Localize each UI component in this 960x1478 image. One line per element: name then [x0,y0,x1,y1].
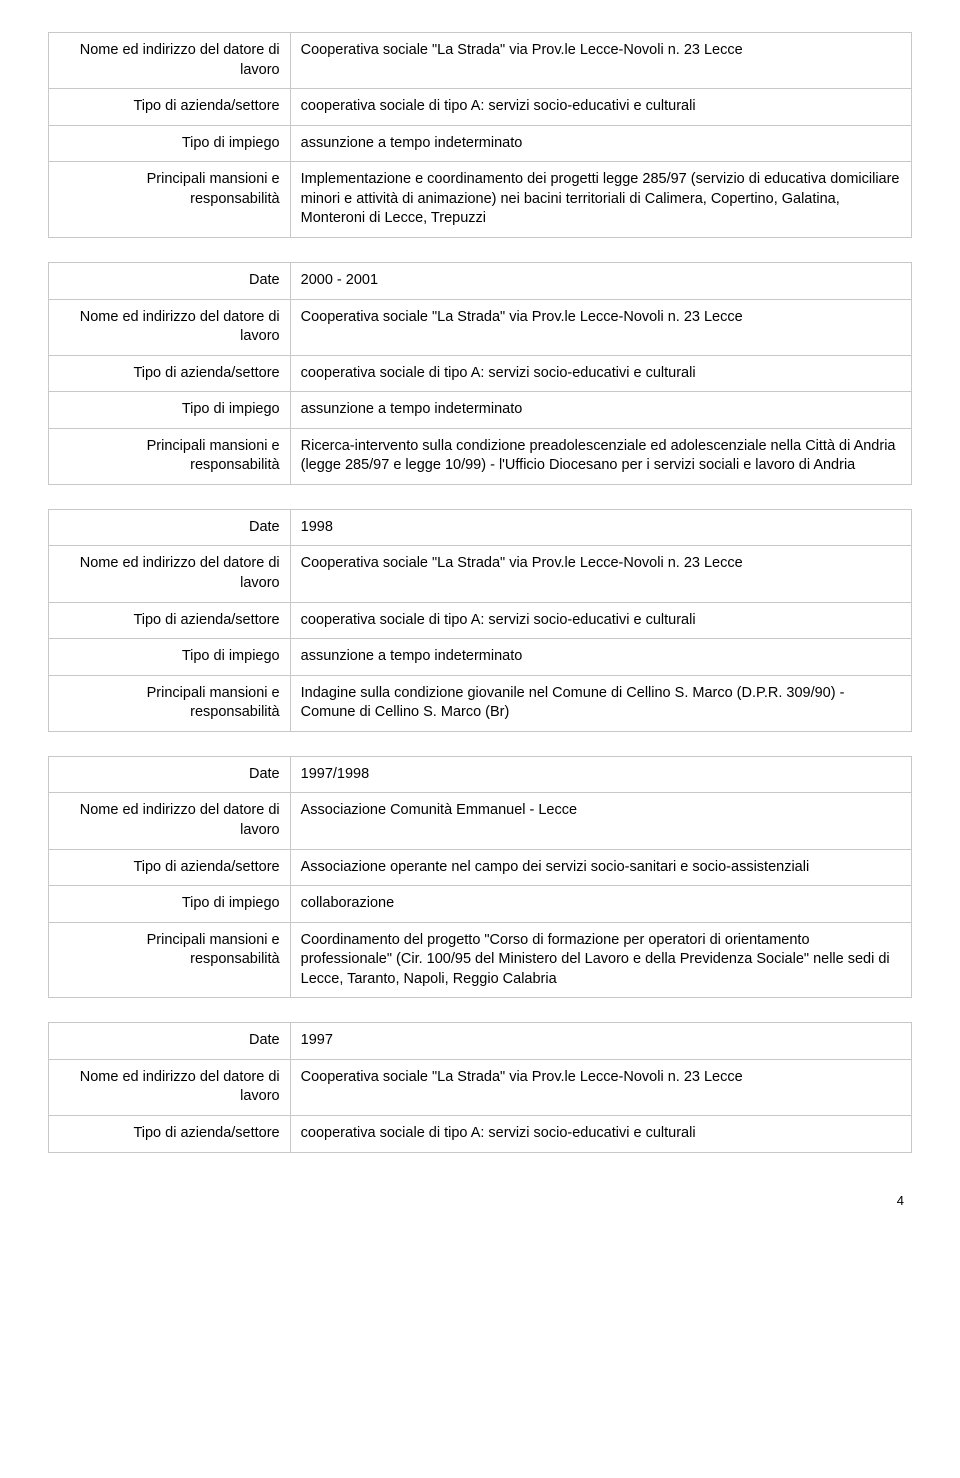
cv-block: Date 1998 Nome ed indirizzo del datore d… [48,509,912,732]
value-date: 1997 [290,1023,911,1060]
page-number: 4 [48,1193,912,1208]
label-employer: Nome ed indirizzo del datore di lavoro [49,33,291,89]
row-date: Date 1998 [49,509,912,546]
row-sector: Tipo di azienda/settore cooperativa soci… [49,602,912,639]
label-date: Date [49,756,291,793]
label-date: Date [49,509,291,546]
value-duties: Ricerca-intervento sulla condizione prea… [290,428,911,484]
row-sector: Tipo di azienda/settore cooperativa soci… [49,355,912,392]
value-employment: assunzione a tempo indeterminato [290,392,911,429]
row-employment: Tipo di impiego assunzione a tempo indet… [49,639,912,676]
value-duties: Coordinamento del progetto "Corso di for… [290,922,911,998]
label-duties: Principali mansioni e responsabilità [49,675,291,731]
row-employer: Nome ed indirizzo del datore di lavoro A… [49,793,912,849]
cv-block: Nome ed indirizzo del datore di lavoro C… [48,32,912,238]
row-employer: Nome ed indirizzo del datore di lavoro C… [49,33,912,89]
value-sector: cooperativa sociale di tipo A: servizi s… [290,1116,911,1153]
label-duties: Principali mansioni e responsabilità [49,162,291,238]
value-employer: Associazione Comunità Emmanuel - Lecce [290,793,911,849]
label-employer: Nome ed indirizzo del datore di lavoro [49,299,291,355]
label-duties: Principali mansioni e responsabilità [49,922,291,998]
row-employer: Nome ed indirizzo del datore di lavoro C… [49,546,912,602]
row-employer: Nome ed indirizzo del datore di lavoro C… [49,299,912,355]
row-employment: Tipo di impiego assunzione a tempo indet… [49,392,912,429]
row-employment: Tipo di impiego assunzione a tempo indet… [49,125,912,162]
value-duties: Implementazione e coordinamento dei prog… [290,162,911,238]
label-sector: Tipo di azienda/settore [49,849,291,886]
label-sector: Tipo di azienda/settore [49,1116,291,1153]
row-employer: Nome ed indirizzo del datore di lavoro C… [49,1059,912,1115]
value-employer: Cooperativa sociale "La Strada" via Prov… [290,33,911,89]
value-sector: cooperativa sociale di tipo A: servizi s… [290,89,911,126]
value-date: 2000 - 2001 [290,262,911,299]
label-date: Date [49,1023,291,1060]
cv-block: Date 1997/1998 Nome ed indirizzo del dat… [48,756,912,999]
cv-block: Date 1997 Nome ed indirizzo del datore d… [48,1022,912,1152]
label-date: Date [49,262,291,299]
label-sector: Tipo di azienda/settore [49,602,291,639]
value-employer: Cooperativa sociale "La Strada" via Prov… [290,1059,911,1115]
row-duties: Principali mansioni e responsabilità Imp… [49,162,912,238]
row-date: Date 1997/1998 [49,756,912,793]
value-duties: Indagine sulla condizione giovanile nel … [290,675,911,731]
value-date: 1998 [290,509,911,546]
row-sector: Tipo di azienda/settore cooperativa soci… [49,89,912,126]
row-duties: Principali mansioni e responsabilità Coo… [49,922,912,998]
value-employment: collaborazione [290,886,911,923]
value-employment: assunzione a tempo indeterminato [290,125,911,162]
value-employer: Cooperativa sociale "La Strada" via Prov… [290,546,911,602]
label-employer: Nome ed indirizzo del datore di lavoro [49,793,291,849]
value-sector: cooperativa sociale di tipo A: servizi s… [290,602,911,639]
label-duties: Principali mansioni e responsabilità [49,428,291,484]
label-employer: Nome ed indirizzo del datore di lavoro [49,546,291,602]
label-employment: Tipo di impiego [49,886,291,923]
value-employment: assunzione a tempo indeterminato [290,639,911,676]
label-employment: Tipo di impiego [49,125,291,162]
label-employment: Tipo di impiego [49,639,291,676]
value-sector: cooperativa sociale di tipo A: servizi s… [290,355,911,392]
row-duties: Principali mansioni e responsabilità Ric… [49,428,912,484]
row-sector: Tipo di azienda/settore cooperativa soci… [49,1116,912,1153]
label-employment: Tipo di impiego [49,392,291,429]
value-date: 1997/1998 [290,756,911,793]
row-date: Date 2000 - 2001 [49,262,912,299]
value-employer: Cooperativa sociale "La Strada" via Prov… [290,299,911,355]
cv-block: Date 2000 - 2001 Nome ed indirizzo del d… [48,262,912,485]
label-employer: Nome ed indirizzo del datore di lavoro [49,1059,291,1115]
label-sector: Tipo di azienda/settore [49,89,291,126]
row-sector: Tipo di azienda/settore Associazione ope… [49,849,912,886]
label-sector: Tipo di azienda/settore [49,355,291,392]
row-duties: Principali mansioni e responsabilità Ind… [49,675,912,731]
row-date: Date 1997 [49,1023,912,1060]
value-sector: Associazione operante nel campo dei serv… [290,849,911,886]
row-employment: Tipo di impiego collaborazione [49,886,912,923]
